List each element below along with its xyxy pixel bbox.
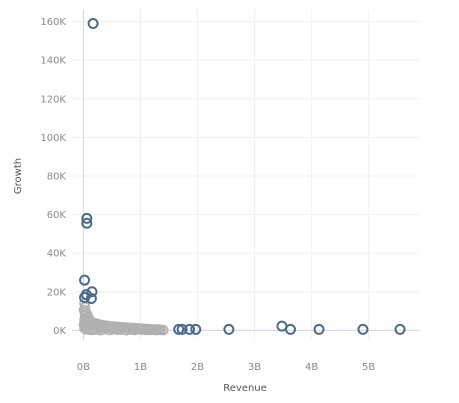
muted-point <box>147 324 159 336</box>
highlight-point <box>86 286 98 298</box>
grid-layer <box>72 10 420 340</box>
x-axis-title: Revenue <box>223 383 267 394</box>
highlight-point <box>176 323 188 335</box>
highlight-point <box>190 323 202 335</box>
highlight-point <box>184 323 196 335</box>
y-tick-label: 80K <box>47 171 67 182</box>
muted-point <box>129 324 141 336</box>
y-tick-label: 100K <box>40 133 66 144</box>
highlight-point <box>85 293 97 305</box>
y-tick-label: 40K <box>47 249 67 260</box>
x-tick-label: 2B <box>191 362 204 373</box>
y-tick-label: 0K <box>53 326 66 337</box>
highlight-point <box>173 323 185 335</box>
highlight-point <box>223 323 235 335</box>
x-tick-label: 5B <box>362 362 375 373</box>
x-tick-label: 1B <box>134 362 147 373</box>
muted-point <box>84 322 96 334</box>
highlight-point <box>81 217 93 229</box>
muted-point <box>126 324 137 335</box>
y-tick-label: 20K <box>47 287 67 298</box>
highlight-points <box>79 18 406 335</box>
highlight-point <box>284 323 296 335</box>
muted-points <box>78 298 169 336</box>
highlight-point <box>313 323 325 335</box>
y-tick-label: 160K <box>40 17 66 28</box>
y-tick-labels: 0K 20K 40K 60K 80K 100K 120K 140K 160K <box>40 17 66 337</box>
highlight-point <box>81 212 93 224</box>
muted-point <box>107 324 119 335</box>
muted-point <box>157 324 169 336</box>
y-tick-label: 60K <box>47 210 67 221</box>
highlight-point <box>87 18 99 30</box>
muted-point <box>115 324 127 335</box>
y-tick-label: 120K <box>40 94 66 105</box>
x-tick-label: 3B <box>248 362 261 373</box>
highlight-point <box>79 274 91 286</box>
muted-point <box>142 324 153 336</box>
muted-point <box>105 322 117 334</box>
highlight-point <box>79 292 91 304</box>
highlight-point <box>357 323 369 335</box>
x-tick-label: 4B <box>305 362 318 373</box>
highlight-point <box>394 323 406 335</box>
x-tick-labels: 0B 1B 2B 3B 4B 5B <box>77 362 376 373</box>
y-tick-label: 140K <box>40 56 66 67</box>
muted-point <box>88 323 99 334</box>
x-tick-label: 0B <box>77 362 90 373</box>
axis-layer <box>72 10 420 340</box>
muted-point <box>91 323 103 335</box>
y-axis-title: Growth <box>13 158 24 194</box>
muted-point <box>136 324 147 336</box>
